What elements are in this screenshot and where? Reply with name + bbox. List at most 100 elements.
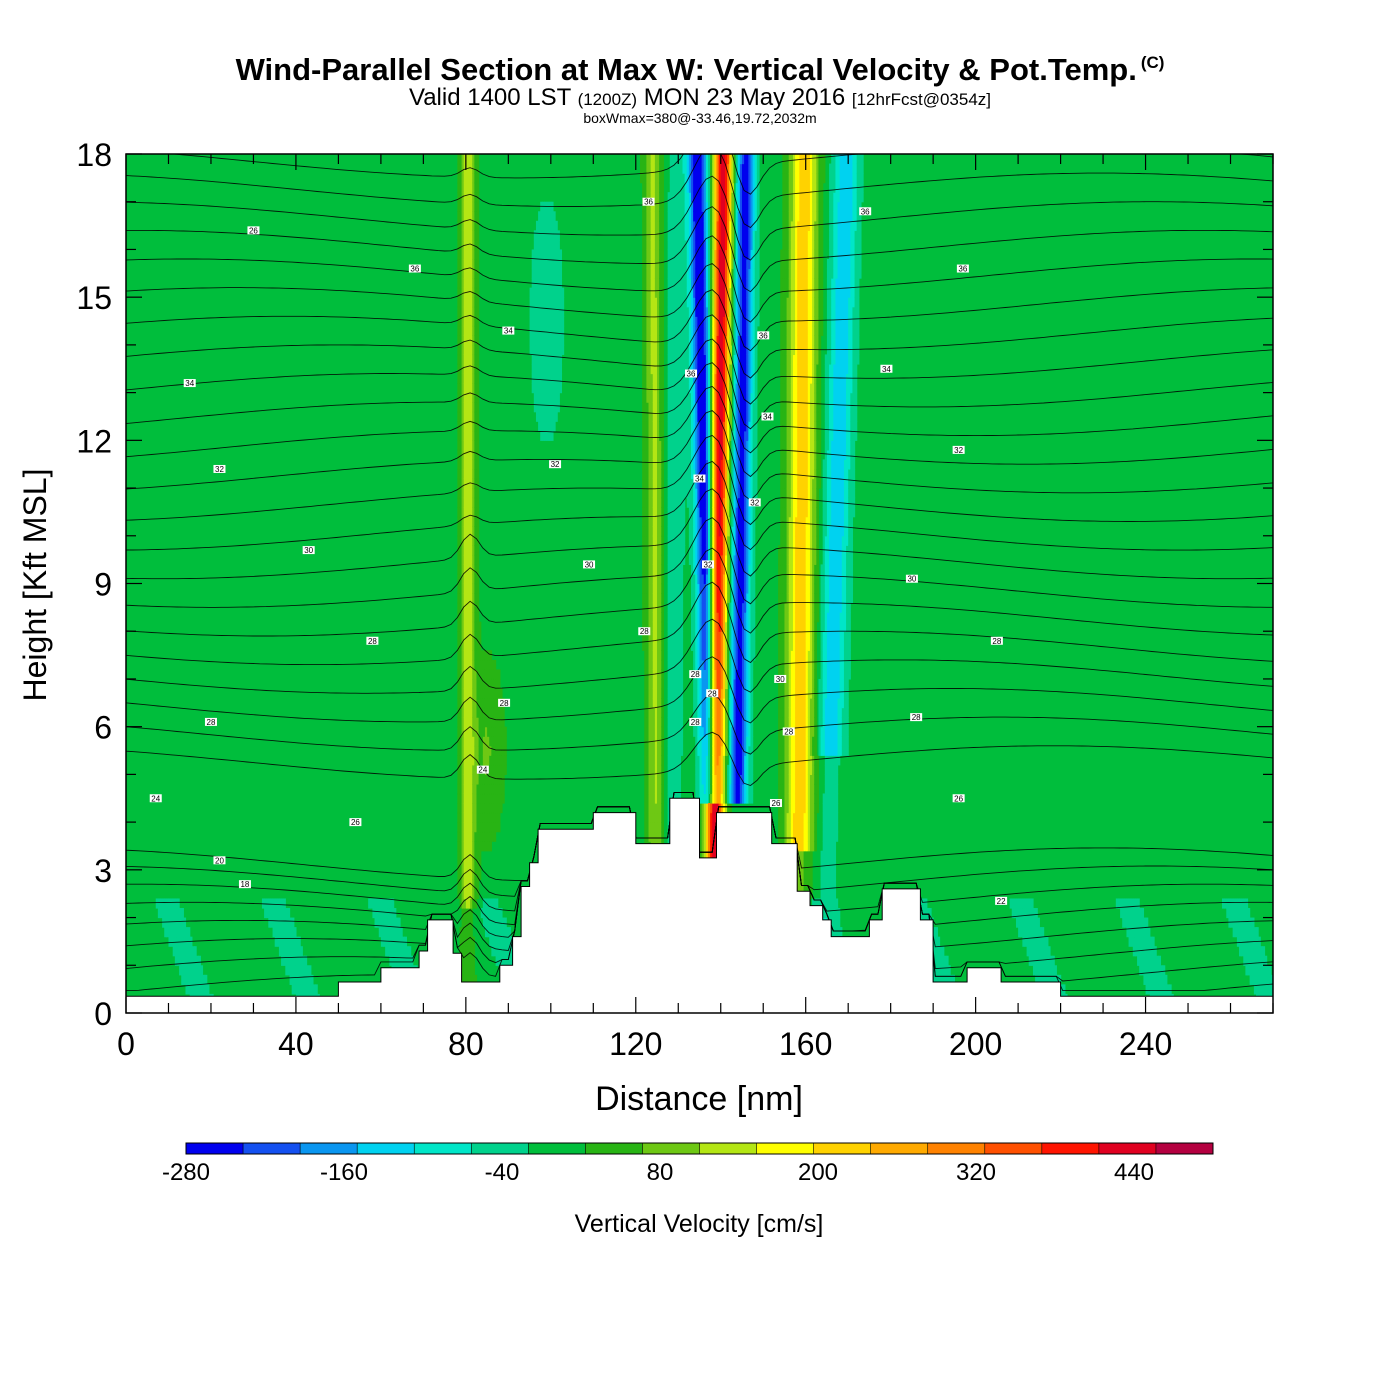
contour-label: 30 [774,674,787,684]
contour-label: 28 [204,717,217,727]
colorbar-swatch [699,1143,758,1154]
y-tick-label: 6 [94,710,112,746]
theta-contour [126,338,1273,430]
colorbar-tick-label: 320 [956,1159,996,1186]
copyright-mark: (C) [1140,53,1165,72]
colorbar-tick-label: 80 [647,1159,674,1186]
chart-title: Wind-Parallel Section at Max W: Vertical… [0,52,1400,88]
chart-title-text: Wind-Parallel Section at Max W: Vertical… [235,52,1137,87]
colorbar-swatch [300,1143,358,1154]
contour-label: 36 [757,331,770,340]
colorbar: -280 -160 -40 80 200 320 440 [162,1142,1214,1186]
theta-contours [126,154,1273,992]
theta-contour [126,434,1273,526]
theta-contour [126,362,1273,454]
y-tick-label: 9 [94,567,112,603]
y-tick-label: 18 [76,137,112,173]
contour-label: 28 [689,717,702,727]
colorbar-tick-label: -160 [320,1159,368,1186]
contour-label: 28 [910,713,923,722]
colorbar-swatch [186,1143,244,1154]
colorbar-swatch [927,1143,986,1154]
theta-contour [168,154,1273,195]
colorbar-swatch [756,1143,815,1154]
theta-contour [126,409,1273,501]
colorbar-swatch [471,1143,529,1154]
colorbar-swatch [870,1143,929,1154]
colorbar-swatch [1041,1143,1100,1154]
colorbar-swatch [528,1143,586,1154]
theta-contour [126,547,1273,637]
contour-label: 18 [238,880,251,889]
colorbar-swatch [642,1143,700,1154]
colorbar-swatch [585,1143,643,1154]
contour-label: 28 [366,636,379,646]
theta-contour [126,314,1273,405]
contour-label: 36 [642,197,655,207]
x-axis-label: Distance [nm] [595,1080,803,1118]
contour-label: 24 [149,794,162,803]
contour-label: 28 [638,627,651,636]
contour-label: 32 [213,464,226,474]
colorbar-tick-label: 200 [798,1159,838,1186]
colorbar-swatch [813,1143,872,1154]
box-info: boxWmax=380@-33.46,19.72,2032m [583,110,817,126]
contour-label: 26 [769,799,782,808]
theta-contour [126,175,1273,261]
contour-label: 34 [183,379,196,388]
contour-label: 32 [701,560,714,569]
theta-contour [126,581,1273,666]
theta-contour [126,618,1273,694]
theta-contour [126,289,1273,379]
valid-date: MON 23 May 2016 [643,84,846,111]
x-tick-label: 80 [448,1026,484,1062]
contour-label: 32 [748,498,761,507]
x-tick-label: 40 [278,1026,314,1062]
theta-contour [126,488,1273,580]
theta-contour [126,460,1273,551]
colorbar-swatch [984,1143,1043,1154]
contour-label: 34 [693,474,706,484]
valid-time: Valid 1400 LST [408,84,571,111]
colorbar-swatch [414,1143,472,1154]
contour-label: 30 [583,560,596,569]
valid-utc: (1200Z) [577,90,638,109]
theta-contour [126,694,1273,755]
contour-label: 24 [476,765,489,775]
chart-subtitle: Valid 1400 LST (1200Z) MON 23 May 2016 [… [0,84,1400,112]
colorbar-tick-label: 440 [1114,1159,1154,1186]
colorbar-tick-label: -280 [162,1159,210,1186]
y-tick-label: 15 [76,280,112,316]
contour-label: 28 [782,727,795,736]
x-tick-label: 160 [779,1026,832,1062]
contour-label: 32 [952,445,965,455]
contour-label: 28 [990,636,1003,646]
theta-contour [126,656,1273,724]
contour-label: 36 [956,264,969,274]
x-tick-label: 200 [949,1026,1002,1062]
y-tick-label: 12 [76,423,112,459]
contour-label: 26 [349,818,362,827]
theta-contour [126,517,1273,608]
contour-label: 36 [408,264,421,274]
colorbar-swatch [1155,1143,1214,1154]
colorbar-swatch [1098,1143,1157,1154]
contour-label: 34 [761,412,774,421]
theta-contour [126,154,1273,229]
contour-label: 34 [880,364,893,374]
colorbar-tick-label: -40 [485,1159,520,1186]
contour-labels: 26 36 34 34 32 32 30 30 28 28 28 24 24 26 20 18 36 36 36 36… [149,197,1008,906]
colorbar-swatch [243,1143,301,1154]
contour-label: 32 [549,460,562,469]
contour-label: 26 [952,794,965,803]
contour-label: 28 [689,670,702,679]
theta-contour [126,731,1273,787]
contour-label: 26 [247,226,260,235]
contour-label: 36 [685,369,698,379]
y-tick-label: 0 [94,996,112,1032]
y-tick-label: 3 [94,853,112,889]
contour-label: 34 [502,326,515,336]
forecast-info: [12hrFcst@0354z] [851,90,992,109]
terrain [125,797,1274,1014]
